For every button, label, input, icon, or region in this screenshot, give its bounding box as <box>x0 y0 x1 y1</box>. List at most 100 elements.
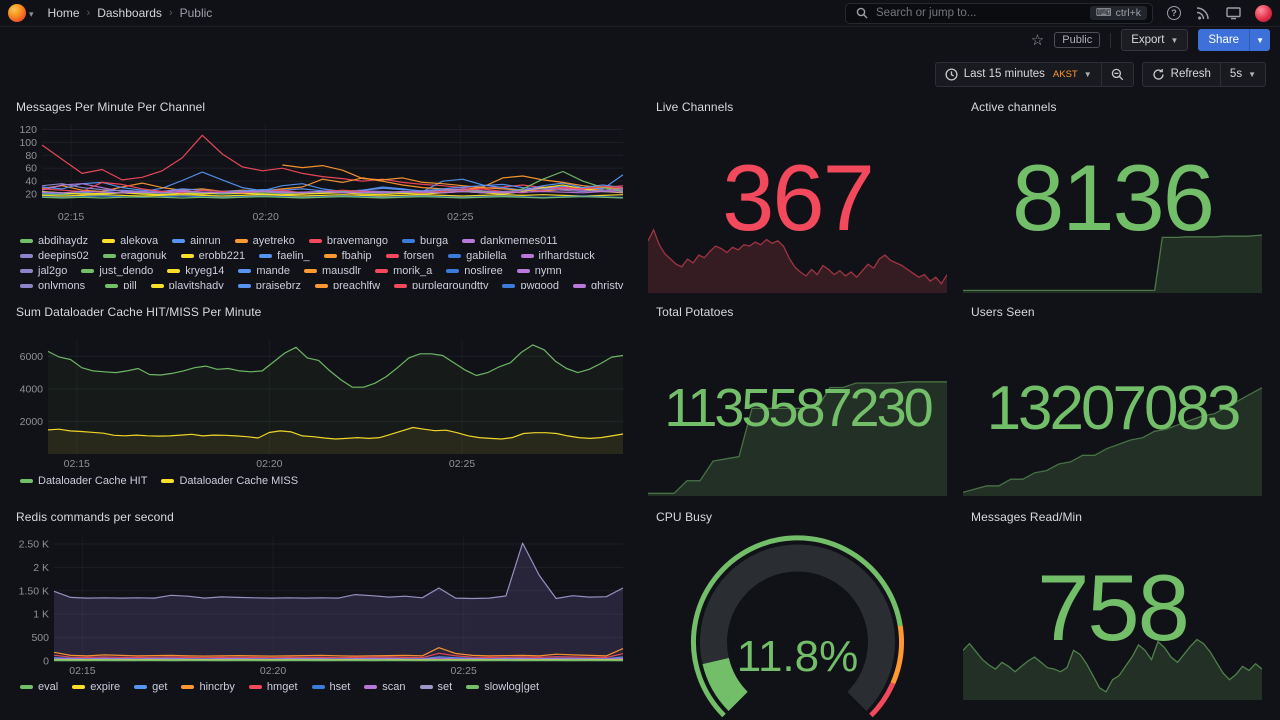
legend-item[interactable]: fbahip <box>323 250 372 262</box>
legend-item[interactable]: abdihaydz <box>20 235 88 247</box>
legend-item[interactable]: slowlog|get <box>466 681 539 693</box>
legend-item[interactable]: kryeg14 <box>167 265 224 277</box>
legend-color-swatch <box>72 685 86 689</box>
timeseries-chart[interactable]: 02:15 02:20 02:25 0 500 1 K 1.50 K 2 K 2.50 K <box>12 533 629 677</box>
panel-title[interactable]: Total Potatoes <box>656 305 734 319</box>
legend-item[interactable]: hmget <box>248 681 298 693</box>
share-label[interactable]: Share <box>1198 29 1250 51</box>
legend-item[interactable]: alekova <box>102 235 158 247</box>
legend-item[interactable]: onlymons_ <box>20 280 91 289</box>
legend-item[interactable]: eval <box>20 681 58 693</box>
legend-label: morik_a <box>393 265 433 277</box>
keyboard-shortcut-badge: ⌨ ctrl+k <box>1089 6 1147 20</box>
time-picker-group: Last 15 minutes AKST ▼ <box>934 61 1134 87</box>
legend-item[interactable]: Dataloader Cache MISS <box>161 475 298 487</box>
legend-item[interactable]: pill <box>105 280 137 289</box>
legend-item[interactable]: burga <box>402 235 448 247</box>
panel-title[interactable]: Active channels <box>971 100 1057 114</box>
legend-label: eval <box>38 681 59 693</box>
export-button[interactable]: Export ▼ <box>1121 29 1189 51</box>
legend-label: pwgood <box>520 280 560 289</box>
breadcrumb-home[interactable]: Home <box>47 6 80 20</box>
help-icon[interactable]: ? <box>1167 6 1181 20</box>
legend-item[interactable]: hincrby <box>181 681 235 693</box>
panel-redis-commands: Redis commands per second 02:15 02:20 02:2… <box>8 505 633 720</box>
svg-text:500: 500 <box>31 632 49 644</box>
legend-label: expire <box>90 681 121 693</box>
panel-title[interactable]: Messages Per Minute Per Channel <box>16 100 206 114</box>
time-range-picker[interactable]: Last 15 minutes AKST ▼ <box>936 63 1101 86</box>
legend-item[interactable]: mande <box>238 265 290 277</box>
breadcrumb-public[interactable]: Public <box>179 6 213 20</box>
legend-color-swatch <box>180 254 194 258</box>
legend-item[interactable]: nymn <box>516 265 562 277</box>
search-box[interactable]: ⌨ ctrl+k <box>845 2 1153 24</box>
legend-color-swatch <box>303 269 317 273</box>
monitor-icon[interactable] <box>1225 5 1241 21</box>
zoom-out-button[interactable] <box>1100 62 1133 86</box>
sparkline <box>648 225 947 293</box>
panel-title[interactable]: Sum Dataloader Cache HIT/MISS Per Minute <box>16 305 262 319</box>
panel-title[interactable]: Users Seen <box>971 305 1035 319</box>
legend-item[interactable]: forsen <box>385 250 434 262</box>
legend-label: ayetreko <box>252 235 295 247</box>
legend-item[interactable]: gabilella <box>448 250 507 262</box>
legend-item[interactable]: scan <box>364 681 406 693</box>
legend-item[interactable]: irlhardstuck <box>520 250 595 262</box>
legend-label: gabilella <box>466 250 507 262</box>
legend-item[interactable]: just_dendo <box>81 265 153 277</box>
legend-item[interactable]: qhristv <box>573 280 623 289</box>
svg-text:02:25: 02:25 <box>449 458 475 470</box>
legend-item[interactable]: playitshady <box>150 280 224 289</box>
share-button[interactable]: Share ▼ <box>1198 29 1270 51</box>
legend-item[interactable]: get <box>134 681 167 693</box>
svg-text:1 K: 1 K <box>33 609 49 621</box>
panel-messages-per-minute: Messages Per Minute Per Channel 02:15 02:… <box>8 95 633 293</box>
grafana-logo-icon[interactable] <box>8 4 26 22</box>
timeseries-chart[interactable]: 02:15 02:20 02:25 20 40 60 80 100 120 <box>12 119 629 223</box>
legend-item[interactable]: ayetreko <box>234 235 295 247</box>
refresh-button[interactable]: Refresh <box>1143 63 1220 86</box>
legend-item[interactable]: Dataloader Cache HIT <box>20 475 147 487</box>
timeseries-chart[interactable]: 02:15 02:20 02:25 2000 4000 6000 <box>12 336 629 470</box>
panel-title[interactable]: Redis commands per second <box>16 510 174 524</box>
legend-item[interactable]: bravemango <box>308 235 388 247</box>
news-rss-icon[interactable] <box>1195 5 1211 21</box>
legend-item[interactable]: deepins02 <box>20 250 89 262</box>
public-tag: Public <box>1054 32 1101 48</box>
chevron-down-icon[interactable]: ▾ <box>29 8 34 19</box>
legend-item[interactable]: praisebrz <box>237 280 301 289</box>
legend-item[interactable]: preachlfw <box>314 280 380 289</box>
panel-title[interactable]: Messages Read/Min <box>971 510 1083 524</box>
user-avatar[interactable] <box>1255 4 1272 22</box>
legend-color-swatch <box>105 284 119 288</box>
legend-color-swatch <box>20 685 33 689</box>
legend-item[interactable]: purplegroundttv <box>394 280 488 289</box>
legend-label: jal2go <box>38 265 68 277</box>
legend-item[interactable]: pwgood <box>502 280 559 289</box>
legend-label: slowlog|get <box>484 681 540 693</box>
panel-total-potatoes: Total Potatoes 1135587230 <box>648 300 947 497</box>
star-icon[interactable]: ☆ <box>1030 31 1045 49</box>
legend-color-swatch <box>20 269 33 273</box>
legend-item[interactable]: faelin_ <box>259 250 310 262</box>
legend-item[interactable]: eragonuk <box>102 250 167 262</box>
legend-item[interactable]: nosliree <box>446 265 503 277</box>
legend-item[interactable]: hset <box>311 681 350 693</box>
legend-item[interactable]: jal2go <box>20 265 67 277</box>
chart-legend: Dataloader Cache HIT Dataloader Cache MIS… <box>20 475 625 491</box>
legend-item[interactable]: set <box>419 681 452 693</box>
breadcrumb-dashboards[interactable]: Dashboards <box>97 6 162 20</box>
share-dropdown-button[interactable]: ▼ <box>1249 29 1270 51</box>
legend-item[interactable]: morik_a <box>375 265 432 277</box>
legend-item[interactable]: dankmemes011 <box>462 235 558 247</box>
refresh-interval-picker[interactable]: 5s ▼ <box>1219 62 1265 86</box>
legend-item[interactable]: expire <box>72 681 120 693</box>
panel-title[interactable]: Live Channels <box>656 100 734 114</box>
search-input[interactable] <box>876 7 1090 19</box>
legend-item[interactable]: erobb221 <box>180 250 245 262</box>
legend-color-swatch <box>234 239 248 243</box>
legend-item[interactable]: mausdlr <box>303 265 361 277</box>
legend-item[interactable]: ainrun <box>172 235 221 247</box>
panel-title[interactable]: CPU Busy <box>656 510 713 524</box>
